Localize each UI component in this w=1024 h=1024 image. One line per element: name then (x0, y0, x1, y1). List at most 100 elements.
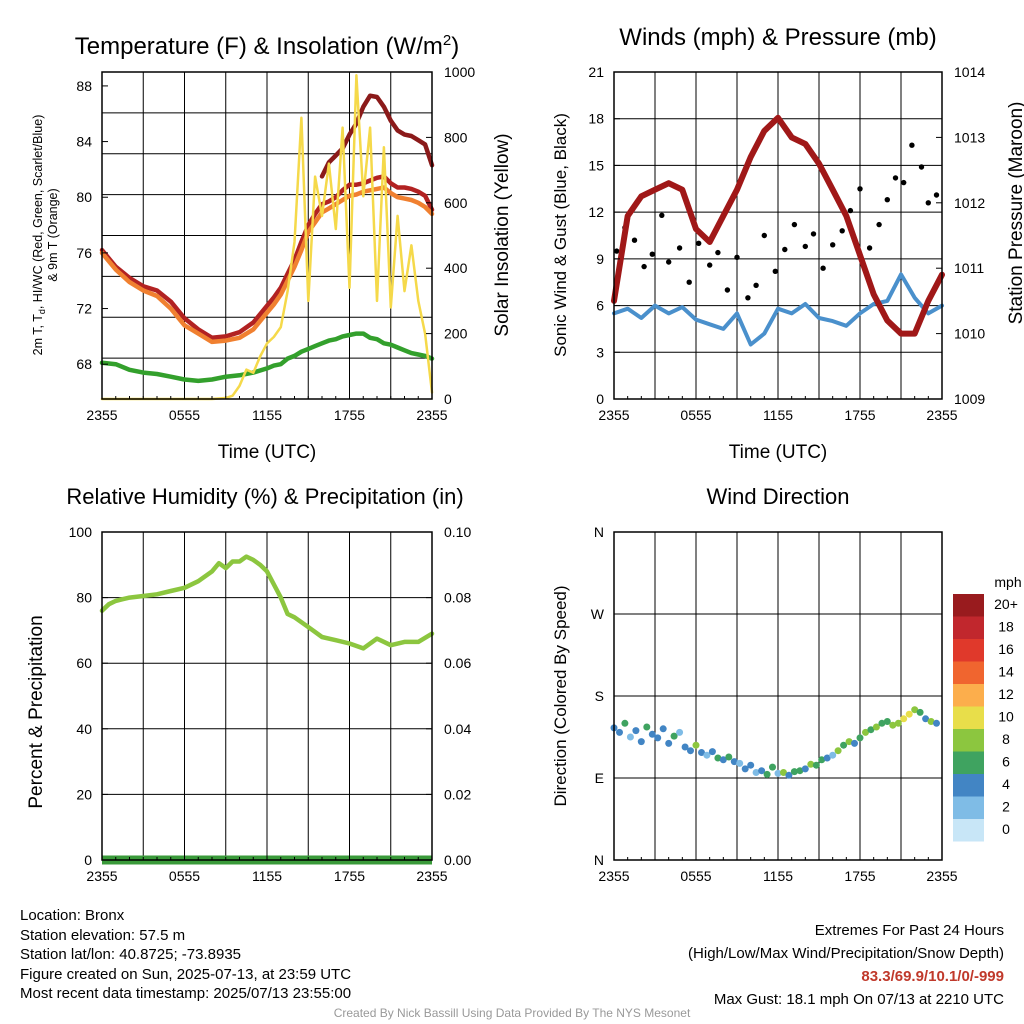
gust-point (847, 207, 854, 214)
legend-label: 18 (998, 619, 1014, 635)
gust-point (676, 245, 683, 251)
y-axis-label-rest: , HI/WC (Red, Green, Scarlet/Blue) (31, 115, 45, 310)
gust-point (753, 282, 759, 288)
gust-point (802, 243, 808, 250)
legend-label: 6 (1002, 754, 1010, 770)
gust-point (876, 221, 882, 228)
direction-point (818, 756, 826, 764)
y-axis-label-line2: & 9m T (Orange) (46, 188, 60, 281)
x-tick-label: 2355 (86, 868, 117, 884)
chart-title: Winds (mph) & Pressure (mb) (619, 24, 936, 51)
gust-point (724, 287, 731, 293)
pressure-line (611, 114, 945, 337)
extremes-title: Extremes For Past 24 Hours (814, 922, 1004, 939)
temperature-2m-line (99, 174, 435, 341)
legend-swatch (953, 616, 984, 639)
legend-label: 16 (998, 641, 1014, 657)
y-tick-label: 88 (76, 78, 92, 94)
gust-point (649, 251, 655, 257)
direction-point (752, 769, 760, 776)
gust-point (614, 248, 620, 254)
x-tick-label: 2355 (598, 868, 629, 884)
extremes-info: Extremes For Past 24 Hours (High/Low/Max… (688, 919, 1004, 1011)
x-tick-label: 1755 (334, 407, 365, 423)
y-tick-label: 40 (76, 721, 92, 737)
direction-point (648, 730, 656, 738)
gust-point (884, 197, 890, 203)
gust-point (918, 164, 925, 170)
x-tick-label: 1755 (844, 407, 875, 423)
direction-point (922, 715, 930, 723)
y-right-tick-label: 1013 (954, 129, 985, 145)
direction-point (741, 765, 749, 773)
direction-point (763, 770, 771, 778)
legend-swatch (953, 729, 984, 752)
direction-point (790, 768, 798, 776)
direction-point (730, 758, 738, 766)
y-right-axis-label: Station Pressure (Maroon) (1006, 102, 1024, 325)
recent-text: Most recent data timestamp: 2025/07/13 2… (20, 985, 352, 1002)
x-tick-label: 1155 (252, 407, 282, 423)
direction-point (703, 751, 711, 759)
direction-point (698, 749, 705, 756)
y-right-tick-label: 0.02 (444, 786, 471, 802)
direction-point (769, 763, 776, 771)
y-tick-label: 21 (588, 64, 604, 80)
gust-point (631, 237, 638, 243)
gust-point (782, 246, 788, 253)
y-right-tick-label: 1011 (954, 260, 984, 276)
direction-point (796, 767, 804, 775)
gust-point (734, 254, 740, 260)
y-right-tick-label: 0.10 (444, 524, 471, 540)
station-info: Location: Bronx Station elevation: 57.5 … (20, 906, 351, 1004)
x-tick-label: 0555 (680, 407, 711, 423)
legend-title: mph (994, 574, 1021, 590)
chart-title: Temperature (F) & Insolation (W/m2) (75, 32, 459, 60)
gust-point (933, 192, 940, 198)
created-text: Figure created on Sun, 2025-07-13, at 23… (20, 965, 352, 983)
direction-point (774, 769, 782, 777)
direction-point (681, 743, 689, 751)
direction-point (834, 747, 842, 755)
x-tick-label: 2355 (926, 868, 957, 884)
gust-point (666, 259, 672, 265)
relative-humidity-line (99, 554, 435, 651)
x-tick-label: 0555 (169, 868, 200, 884)
latlon-text: Station lat/lon: 40.8725; -73.8935 (20, 946, 242, 963)
credit-text: Created By Nick Bassill Using Data Provi… (333, 1006, 691, 1020)
direction-point (747, 761, 755, 769)
direction-point (643, 723, 651, 731)
gust-point (761, 232, 767, 239)
extremes-subtitle: (High/Low/Max Wind/Precipitation/Snow De… (688, 945, 1004, 962)
title-close: ) (451, 33, 459, 60)
x-tick-label: 1155 (252, 868, 282, 884)
y-tick-label: 9 (596, 251, 604, 267)
gust-point (641, 263, 647, 270)
x-axis-label: Time (UTC) (729, 442, 828, 463)
x-tick-label: 0555 (680, 868, 711, 884)
temperature-panel: 2355 0555 1155 1755 2355 68 72 76 80 84 88 0 200 400 6… (31, 32, 513, 463)
gust-point (857, 186, 863, 192)
y-right-axis-label: Solar Insolation (Yellow) (492, 133, 513, 336)
direction-point (807, 760, 815, 768)
y-tick-label: N (594, 524, 604, 540)
direction-point (626, 733, 634, 741)
y-tick-label: 12 (588, 204, 604, 220)
legend-label: 0 (1002, 821, 1010, 837)
x-tick-label: 2355 (416, 407, 447, 423)
direction-point (780, 769, 787, 776)
y-right-tick-label: 1010 (954, 326, 985, 342)
direction-point (845, 738, 853, 746)
legend-swatch (953, 684, 984, 707)
solar-insolation-line (100, 74, 434, 401)
y-tick-label: W (591, 606, 605, 622)
direction-point (654, 734, 662, 742)
direction-point (883, 718, 891, 725)
gust-point (686, 279, 692, 285)
gust-point (791, 221, 798, 228)
direction-point (708, 748, 716, 756)
legend-swatch (953, 706, 984, 729)
x-tick-label: 1155 (763, 407, 793, 423)
gust-point (745, 295, 751, 301)
